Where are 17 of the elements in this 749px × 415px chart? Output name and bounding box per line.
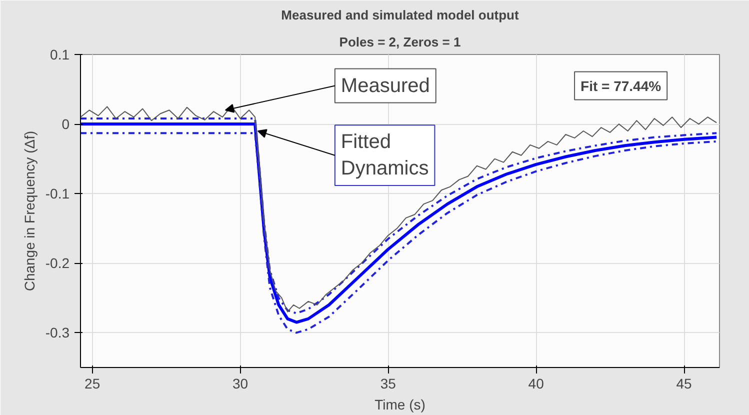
chart-subtitle: Poles = 2, Zeros = 1 [339, 34, 461, 50]
y-axis-title: Change in Frequency (Δf) [21, 130, 38, 292]
x-tick-label: 45 [676, 376, 692, 392]
y-tick-label: -0.2 [45, 255, 70, 272]
x-axis-title: Time (s) [374, 396, 426, 412]
annotation: Fit = 77.44% [580, 78, 662, 94]
chart-title: Measured and simulated model output [281, 8, 520, 22]
y-tick-label: -0.1 [45, 186, 70, 202]
x-tick-label: 40 [528, 376, 544, 392]
x-tick-label: 30 [232, 376, 248, 392]
y-tick-label: 0 [62, 116, 70, 132]
annotation: Fitted Dynamics [340, 131, 429, 180]
y-tick-label: -0.3 [45, 324, 70, 341]
x-tick-label: 35 [380, 376, 396, 392]
x-tick-label: 25 [84, 376, 100, 392]
y-tick-label: 0.1 [50, 46, 70, 62]
annotation: Measured [340, 74, 430, 97]
